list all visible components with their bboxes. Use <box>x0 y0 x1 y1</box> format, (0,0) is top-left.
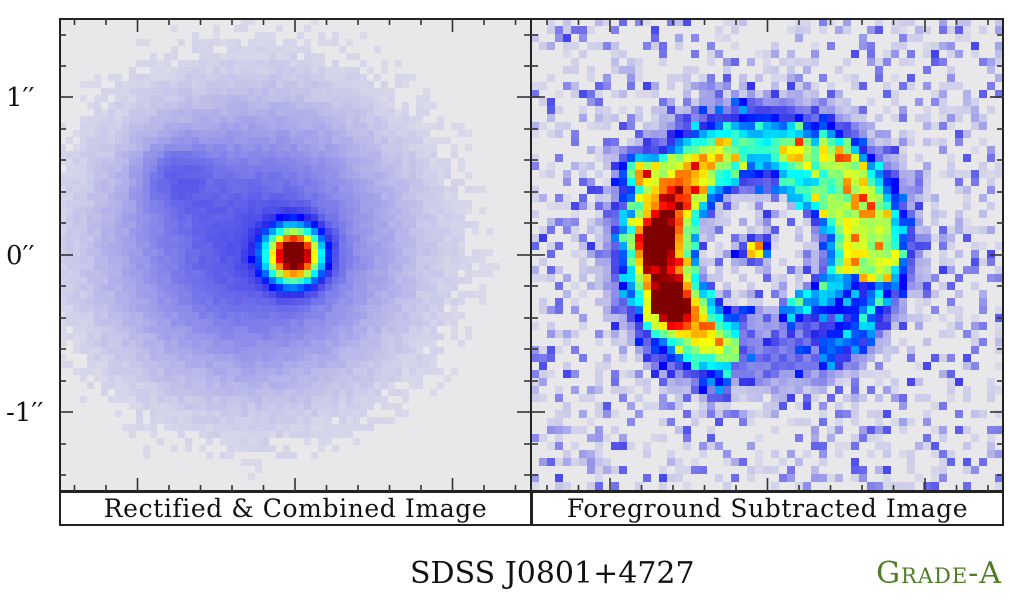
y-tick-label-0arcsec: 0′′ <box>6 241 35 271</box>
y-tick-label-minus1arcsec: -1′′ <box>6 398 44 428</box>
y-tick-label-1arcsec: 1′′ <box>6 83 35 113</box>
right-panel-label: Foreground Subtracted Image <box>531 492 1004 526</box>
left-panel-label: Rectified & Combined Image <box>59 492 532 526</box>
rectified-combined-image-panel <box>59 18 531 492</box>
rectified-image-canvas <box>59 18 531 492</box>
object-name: SDSS J0801+4727 <box>410 556 695 591</box>
grade-label: Grade-A <box>876 556 1002 591</box>
subtracted-image-canvas <box>531 18 1003 492</box>
panel-divider <box>530 18 532 526</box>
foreground-subtracted-image-panel <box>531 18 1003 492</box>
